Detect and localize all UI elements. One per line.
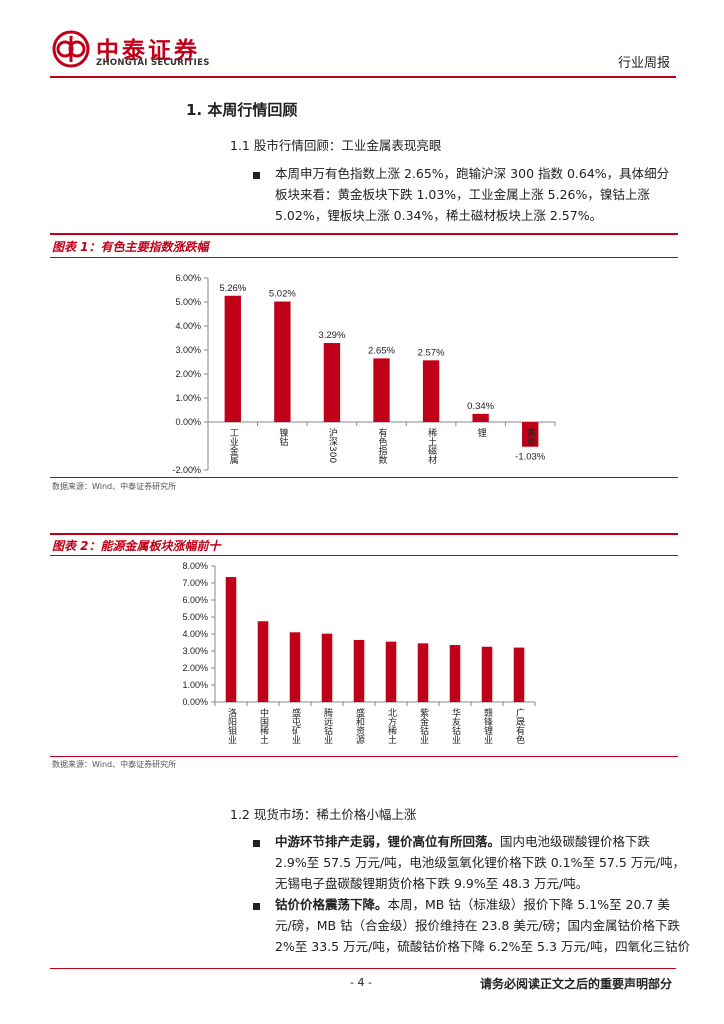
- figure-2-top-rule: [50, 533, 678, 535]
- x-category-label: 中国稀土: [258, 708, 268, 744]
- figure-2-title-rule: [50, 555, 678, 556]
- figure-1-title: 图表 1：有色主要指数涨跌幅: [52, 240, 209, 254]
- y-tick-label: 6.00%: [175, 273, 201, 283]
- bar: [321, 633, 333, 702]
- bar: [385, 641, 397, 702]
- bullet-square-icon: [253, 903, 260, 910]
- data-label: 2.65%: [368, 345, 395, 356]
- document-type: 行业周报: [617, 56, 670, 71]
- data-label: 0.34%: [467, 401, 494, 412]
- bar: [472, 413, 489, 422]
- paragraph-line: 本周申万有色指数上涨 2.65%，跑输沪深 300 指数 0.64%，具体细分: [275, 166, 670, 181]
- x-category-label: 稀土磁材: [426, 428, 437, 464]
- x-category-label: 盛屯矿业: [290, 708, 300, 744]
- zhongtai-logo-icon: [52, 30, 90, 68]
- bar: [449, 645, 461, 702]
- x-category-label: 黄金: [525, 428, 536, 446]
- subsection-1-2-title: 1.2 现货市场：稀土价格小幅上涨: [230, 807, 417, 822]
- bar: [417, 643, 429, 702]
- x-category-label: 沪深300: [326, 428, 337, 464]
- chart-1: -2.00% 0.00% 1.00% 2.00% 3.00% 4.00% 5.00% 6.00…: [150, 268, 570, 478]
- section-1-title: 1. 本周行情回顾: [186, 101, 298, 119]
- x-category-label: 镍钴: [277, 428, 288, 446]
- figure-2-source: 数据来源：Wind、中泰证券研究所: [52, 760, 177, 769]
- y-tick-label: 4.00%: [182, 629, 208, 639]
- bar: [257, 621, 269, 702]
- data-label: 5.02%: [269, 289, 296, 300]
- x-category-label: 洛阳钼业: [226, 708, 236, 744]
- x-category-label: 工业金属: [227, 428, 238, 464]
- paragraph-line: 无锡电子盘碳酸锂期货价格下跌 9.9%至 48.3 万元/吨。: [275, 876, 589, 891]
- bar: [481, 646, 493, 702]
- y-tick-label: 6.00%: [182, 595, 208, 605]
- paragraph-line: 板块来看：黄金板块下跌 1.03%，工业金属上涨 5.26%，镍钴上涨: [275, 187, 650, 202]
- bar: [373, 358, 390, 422]
- y-tick-label: 0.00%: [175, 417, 201, 427]
- y-tick-label: 5.00%: [175, 297, 201, 307]
- footer-divider: [50, 968, 676, 969]
- bar: [225, 577, 237, 702]
- bullet-square-icon: [253, 172, 260, 179]
- x-category-label: 腾远钴业: [322, 708, 332, 744]
- figure-2-bottom-rule: [50, 756, 678, 757]
- x-category-label: 北方稀土: [386, 708, 396, 744]
- paragraph-line: 2%至 33.5 万元/吨，硫酸钴价格下降 6.2%至 5.3 万元/吨，四氧化…: [275, 939, 691, 954]
- x-category-label: 有色指数: [376, 428, 387, 464]
- y-tick-label: 0.00%: [182, 697, 208, 707]
- bullet-square-icon: [253, 840, 260, 847]
- bar: [289, 632, 301, 702]
- bullet-1-text: 国内电池级碳酸锂价格下跌: [500, 834, 651, 849]
- bullet-2-lead: 钴价价格震荡下降。: [275, 897, 388, 912]
- bullet-1-lead: 中游环节排产走弱，锂价高位有所回落。: [275, 834, 501, 849]
- x-category-label: 华友钴业: [450, 708, 460, 744]
- data-label: -1.03%: [515, 452, 546, 463]
- logo-text-en: ZHONGTAI SECURITIES: [96, 58, 210, 68]
- x-category-label: 锂: [475, 428, 486, 437]
- data-label: 3.29%: [318, 330, 345, 341]
- footer-disclaimer: 请务必阅读正文之后的重要声明部分: [479, 977, 672, 991]
- data-label: 5.26%: [219, 283, 246, 294]
- paragraph-line: 中游环节排产走弱，锂价高位有所回落。国内电池级碳酸锂价格下跌: [275, 831, 650, 852]
- bar: [274, 301, 291, 422]
- x-category-label: 紫金钴业: [418, 708, 428, 744]
- chart-2: 0.00% 1.00% 2.00% 3.00% 4.00% 5.00% 6.00% 7.00%…: [150, 560, 570, 755]
- page-number: - 4 -: [350, 976, 372, 989]
- paragraph-line: 钴价价格震荡下降。本周，MB 钴（标准级）报价下降 5.1%至 20.7 美: [275, 894, 670, 915]
- paragraph-line: 元/磅，MB 钴（合金级）报价维持在 23.8 美元/磅；国内金属钴价格下跌: [275, 918, 681, 933]
- y-tick-label: 3.00%: [182, 646, 208, 656]
- figure-1-title-rule: [50, 257, 678, 258]
- bar: [323, 343, 341, 422]
- figure-1-top-rule: [50, 233, 678, 235]
- data-label: 2.57%: [418, 347, 445, 358]
- y-tick-label: 2.00%: [175, 369, 201, 379]
- y-tick-label: -2.00%: [172, 465, 201, 475]
- logo-text-cn: 中泰证券: [96, 38, 200, 64]
- y-tick-label: 7.00%: [182, 578, 208, 588]
- paragraph-line: 5.02%，锂板块上涨 0.34%，稀土磁材板块上涨 2.57%。: [275, 208, 603, 223]
- y-tick-label: 1.00%: [175, 393, 201, 403]
- figure-1-source: 数据来源：Wind、中泰证券研究所: [52, 482, 177, 491]
- y-tick-label: 3.00%: [175, 345, 201, 355]
- y-tick-label: 8.00%: [182, 561, 208, 571]
- bar: [224, 295, 241, 422]
- subsection-1-1-title: 1.1 股市行情回顾：工业金属表现亮眼: [230, 138, 442, 153]
- y-tick-label: 1.00%: [182, 680, 208, 690]
- bar: [353, 639, 365, 702]
- paragraph-line: 2.9%至 57.5 万元/吨，电池级氢氧化锂价格下跌 0.1%至 57.5 万…: [275, 855, 685, 870]
- bar: [522, 422, 539, 447]
- bar: [422, 360, 440, 422]
- bullet-2-text: 本周，MB 钴（标准级）报价下降 5.1%至 20.7 美: [387, 897, 670, 912]
- x-category-label: 盛和资源: [354, 708, 364, 744]
- y-tick-label: 2.00%: [182, 663, 208, 673]
- figure-1-bottom-rule: [50, 477, 678, 478]
- header-divider: [50, 76, 676, 78]
- y-tick-label: 5.00%: [182, 612, 208, 622]
- figure-2-title: 图表 2：能源金属板块涨幅前十: [52, 539, 221, 553]
- y-tick-label: 4.00%: [175, 321, 201, 331]
- x-category-label: 赣锋锂业: [482, 708, 492, 744]
- x-category-label: 广晟有色: [514, 708, 524, 744]
- bar: [513, 647, 525, 702]
